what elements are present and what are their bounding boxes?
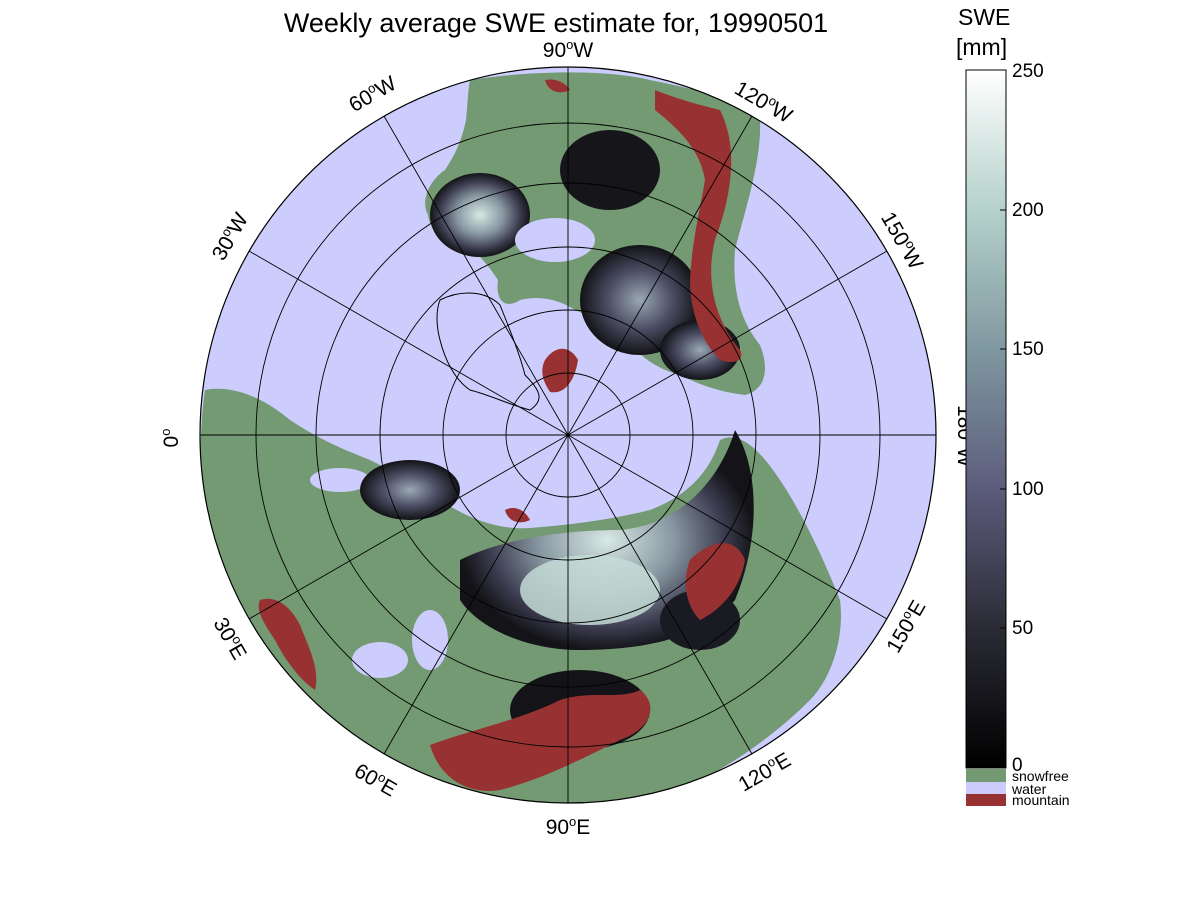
east-asia-mountains [685, 543, 745, 620]
legend-label-snowfree: snowfree [1012, 768, 1069, 784]
polar-map [200, 67, 936, 803]
rocky-mountains [655, 90, 742, 362]
himalaya-mountains [430, 690, 651, 791]
colorbar-gradient [965, 69, 1007, 769]
colorbar-tick-100: 100 [1012, 479, 1044, 500]
hudson-snow [515, 218, 595, 262]
canada-snow-arctic [580, 245, 700, 355]
colorbar-tick-150: 150 [1012, 339, 1044, 360]
legend-label-mountain: mountain [1012, 792, 1070, 808]
baltic-sea [310, 468, 370, 492]
colorbar-ticks [1000, 69, 1006, 769]
black-sea [352, 642, 408, 678]
legend-label-water: water [1011, 781, 1047, 797]
colorbar-label-line2: [mm] [956, 34, 1007, 60]
colorbar-tick-250: 250 [1012, 61, 1044, 82]
alps-mountains [258, 598, 317, 690]
lon-label-90e: 90oE [546, 814, 591, 839]
map-title: Weekly average SWE estimate for, 1999050… [284, 8, 828, 38]
meridian-150w-30e [248, 250, 888, 620]
urals-mountains [505, 508, 530, 523]
lon-label-30e: 30oE [209, 613, 253, 664]
colorbar-label-line1: SWE [958, 4, 1010, 30]
colorbar-tick-200: 200 [1012, 200, 1044, 221]
lon-label-0: 0o [158, 429, 183, 448]
arctic-islands-mountain [542, 348, 578, 393]
legend-swatch-water [966, 782, 1006, 794]
appalachian-mountains [545, 79, 570, 93]
colorbar-tick-50: 50 [1012, 618, 1033, 639]
legend-swatch-snowfree [966, 769, 1006, 782]
legend-swatch-mountain [966, 794, 1006, 806]
canada-snow-mid [560, 130, 660, 210]
caspian-sea [412, 610, 448, 670]
map-boundary [199, 66, 937, 804]
graticule [200, 67, 936, 803]
colorbar-tick-0: 0 [1012, 755, 1023, 776]
scandinavia-snow [360, 460, 460, 520]
greenland [436, 292, 540, 411]
colorbar: SWE [mm] 0 50 100 150 200 250 snowfree w… [956, 4, 1070, 808]
lon-label-60w: 60oW [344, 70, 400, 117]
canada-snow-west [430, 173, 530, 257]
siberia-snow-bright [520, 555, 660, 625]
lon-label-60e: 60oE [350, 758, 401, 802]
lon-label-90w: 90oW [543, 37, 594, 62]
